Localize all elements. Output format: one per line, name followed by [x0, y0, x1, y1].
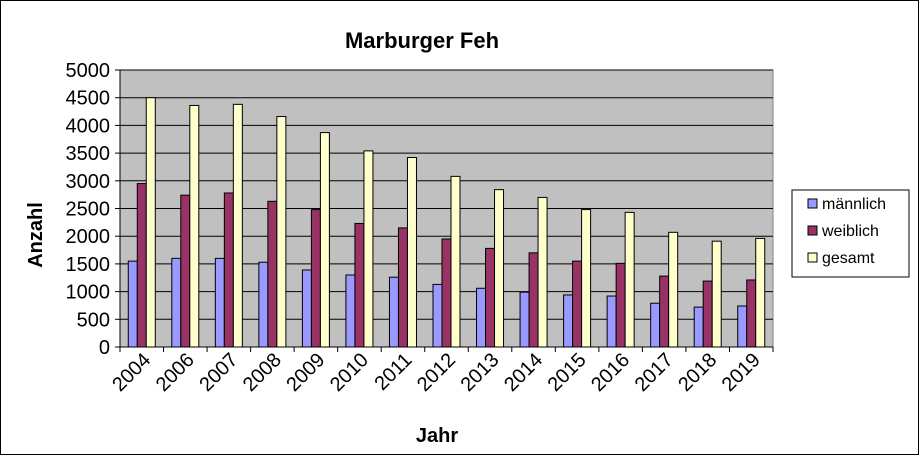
bar-gesamt-2004 — [145, 97, 156, 348]
bar-männlich-2004 — [127, 260, 138, 348]
y-tick-label: 5000 — [66, 60, 111, 82]
bar-gesamt-2014 — [537, 196, 548, 348]
bar-weiblich-2013 — [485, 247, 496, 348]
y-axis-title: Anzahl — [25, 202, 47, 268]
bar-männlich-2006 — [171, 257, 182, 348]
x-axis-title: Jahr — [416, 425, 458, 447]
bar-gesamt-2006 — [189, 104, 200, 348]
bar-männlich-2012 — [432, 283, 443, 348]
bar-weiblich-2014 — [528, 252, 539, 348]
bar-männlich-2014 — [519, 291, 530, 348]
bar-männlich-2019 — [737, 305, 748, 348]
legend-label-gesamt: gesamt — [822, 250, 875, 267]
bar-männlich-2010 — [345, 274, 356, 348]
bar-weiblich-2016 — [615, 262, 626, 348]
bar-weiblich-2015 — [572, 260, 583, 348]
bar-weiblich-2011 — [397, 227, 408, 348]
y-tick-label: 3000 — [66, 171, 111, 193]
bar-männlich-2013 — [476, 287, 487, 348]
bar-weiblich-2019 — [746, 279, 757, 348]
axes — [115, 69, 774, 352]
bar-gesamt-2019 — [755, 237, 766, 348]
legend-swatch-männlich — [807, 198, 818, 209]
legend-label-weiblich: weiblich — [821, 223, 879, 240]
y-tick-label: 1500 — [66, 254, 111, 276]
bar-gesamt-2011 — [406, 157, 417, 348]
bar-weiblich-2012 — [441, 238, 452, 348]
bar-männlich-2009 — [301, 269, 312, 348]
bar-weiblich-2010 — [354, 222, 365, 348]
bar-weiblich-2004 — [136, 183, 147, 348]
bar-männlich-2016 — [606, 295, 617, 348]
bar-männlich-2008 — [258, 261, 269, 348]
y-tick-label: 4500 — [66, 88, 111, 110]
bar-gesamt-2010 — [363, 150, 374, 348]
bar-männlich-2015 — [563, 294, 574, 348]
legend-label-männlich: männlich — [822, 196, 886, 213]
bar-weiblich-2007 — [223, 192, 234, 348]
bar-gesamt-2017 — [668, 231, 679, 348]
bar-gesamt-2013 — [494, 189, 505, 348]
bar-weiblich-2009 — [310, 209, 321, 348]
y-tick-label: 3500 — [66, 143, 111, 165]
y-tick-label: 4000 — [66, 115, 111, 137]
bar-gesamt-2008 — [276, 116, 287, 348]
legend: männlich weiblich gesamt — [791, 189, 910, 278]
bar-gesamt-2016 — [624, 211, 635, 348]
bar-männlich-2017 — [650, 302, 661, 348]
chart-title: Marburger Feh — [345, 28, 499, 53]
bar-männlich-2011 — [388, 276, 399, 348]
bar-weiblich-2006 — [180, 194, 191, 348]
legend-swatch-gesamt — [807, 252, 818, 263]
y-tick-label: 2000 — [66, 226, 111, 248]
bar-männlich-2007 — [214, 257, 225, 348]
y-tick-labels: 0 500 1000 1500 2000 2500 3000 3500 4000 4500 5000 — [66, 60, 111, 359]
y-tick-label: 1000 — [66, 282, 111, 304]
bar-gesamt-2007 — [232, 103, 243, 348]
y-tick-label: 2500 — [66, 199, 111, 221]
bar-weiblich-2017 — [659, 275, 670, 348]
bars — [127, 97, 766, 348]
bar-gesamt-2009 — [319, 132, 330, 348]
bar-gesamt-2015 — [581, 209, 592, 348]
legend-swatch-weiblich — [807, 225, 818, 236]
y-tick-label: 500 — [77, 309, 110, 331]
y-tick-label: 0 — [99, 337, 110, 359]
bar-weiblich-2018 — [702, 280, 713, 348]
bar-männlich-2018 — [693, 306, 704, 348]
bar-gesamt-2018 — [711, 240, 722, 348]
bar-weiblich-2008 — [267, 200, 278, 348]
bar-gesamt-2012 — [450, 175, 461, 348]
